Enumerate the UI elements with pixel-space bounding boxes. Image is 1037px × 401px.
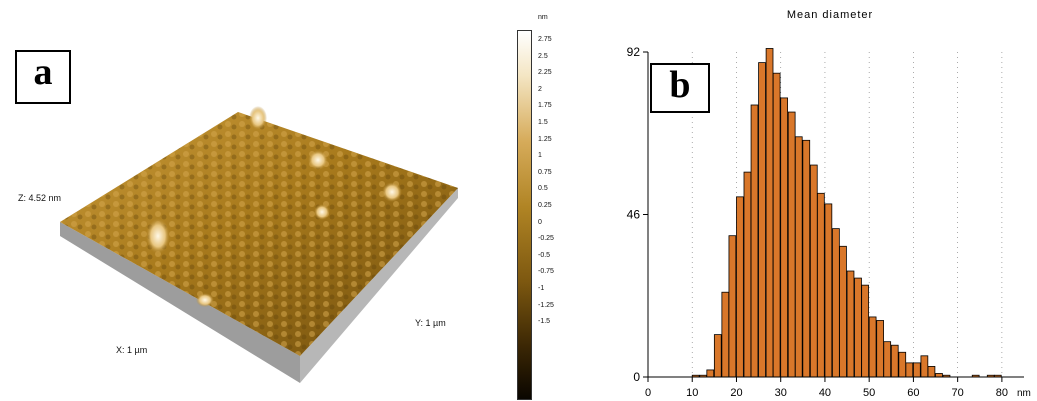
histogram-bar xyxy=(721,291,730,378)
x-tick-label: 60 xyxy=(907,387,919,399)
colorbar-tick-label: -1.25 xyxy=(538,301,554,309)
histogram-bar xyxy=(890,344,899,378)
histogram-bar xyxy=(876,320,884,378)
panel-b-label: b xyxy=(650,63,710,113)
afm-surface-3d xyxy=(60,106,458,383)
y-axis-label: Y: 1 µm xyxy=(415,318,446,328)
colorbar-tick-label: -1 xyxy=(538,285,545,292)
histogram-bar xyxy=(802,139,811,378)
histogram-bar xyxy=(824,203,833,378)
histogram-bar xyxy=(868,316,877,378)
colorbar-tick-label: 2.75 xyxy=(538,36,552,43)
x-tick-labels: 0 10 20 30 40 50 60 70 80 xyxy=(645,377,1008,399)
colorbar-tick-label: -0.5 xyxy=(538,251,551,259)
histogram-bar xyxy=(787,111,796,378)
z-axis-label: Z: 4.52 nm xyxy=(18,193,62,203)
histogram-bar xyxy=(758,62,766,378)
colorbar-tick-label: 2.5 xyxy=(538,52,548,60)
panel-a-afm: a Z: 4.52 nm X: 1 µm Y: 1 µm nm 2.75 2.5 2… xyxy=(15,14,554,400)
y-tick-label: 92 xyxy=(627,45,641,59)
panel-a-label: a xyxy=(15,50,71,104)
y-tick-label: 46 xyxy=(627,208,641,222)
x-axis-unit: nm xyxy=(1017,388,1031,399)
histogram-bar xyxy=(913,362,921,378)
colorbar-tick-label: 2 xyxy=(538,85,542,93)
colorbar-tick-label: 1.5 xyxy=(538,119,548,126)
x-tick-label: 70 xyxy=(952,387,964,399)
histogram-bar xyxy=(750,104,759,378)
histogram-bar xyxy=(905,362,914,378)
histogram-bar xyxy=(927,366,936,378)
histogram-bar xyxy=(817,192,825,378)
afm-side-left xyxy=(60,222,300,383)
histogram-bar xyxy=(832,228,840,378)
y-tick-labels: 0 46 92 xyxy=(627,45,648,384)
histogram-bar xyxy=(794,136,803,378)
afm-side-right xyxy=(300,188,458,383)
colorbar-tick-label: 0.75 xyxy=(538,168,552,176)
histogram-bar xyxy=(935,373,943,378)
x-tick-label: 80 xyxy=(996,387,1008,399)
x-tick-label: 10 xyxy=(686,387,698,399)
histogram-bar xyxy=(728,235,737,378)
colorbar-tick-label: 0.5 xyxy=(538,185,548,193)
x-tick-label: 30 xyxy=(775,387,787,399)
colorbar-tick-label: 1 xyxy=(538,152,542,160)
colorbar-tick-label: 2.25 xyxy=(538,69,552,77)
histogram-bar xyxy=(839,245,847,378)
histogram-bar xyxy=(854,277,862,378)
x-tick-label: 20 xyxy=(730,387,742,399)
histogram-bar xyxy=(846,270,855,378)
colorbar-tick-label: 1.25 xyxy=(538,135,552,143)
y-tick-label: 0 xyxy=(633,370,640,384)
histogram-bar xyxy=(809,164,818,378)
colorbar-tick-label: 0.25 xyxy=(538,202,552,209)
colorbar xyxy=(517,30,532,400)
colorbar-tick-label: -0.25 xyxy=(538,235,554,243)
histogram-bar xyxy=(883,341,892,378)
histogram-bar xyxy=(898,351,907,378)
bars xyxy=(691,48,1002,378)
colorbar-tick-label: -1.5 xyxy=(538,318,551,326)
chart-title: Mean diameter xyxy=(787,9,873,21)
histogram-chart: Mean diameter 0 10 20 30 40 50 60 70 80 0 46 92 nm xyxy=(627,9,1031,399)
histogram-bar xyxy=(765,48,774,378)
panel-b-histogram: Mean diameter 0 10 20 30 40 50 60 70 80 0 46 92 nm… xyxy=(598,0,1037,401)
x-tick-label: 0 xyxy=(645,387,651,399)
histogram-bar xyxy=(743,171,752,378)
histogram-bar xyxy=(920,355,929,378)
colorbar-tick-label: -0.75 xyxy=(538,268,554,276)
colorbar-unit: nm xyxy=(538,14,548,21)
histogram-bar xyxy=(780,97,788,378)
histogram-bar xyxy=(713,334,722,378)
histogram-bar xyxy=(736,196,744,378)
colorbar-tick-label: 1.75 xyxy=(538,102,552,110)
x-tick-label: 40 xyxy=(819,387,831,399)
histogram-bar xyxy=(772,72,781,378)
colorbar-tick-label: 0 xyxy=(538,218,542,226)
histogram-bar xyxy=(861,284,869,378)
histogram-bar xyxy=(706,369,715,378)
x-axis-label: X: 1 µm xyxy=(116,345,148,355)
x-tick-label: 50 xyxy=(863,387,875,399)
